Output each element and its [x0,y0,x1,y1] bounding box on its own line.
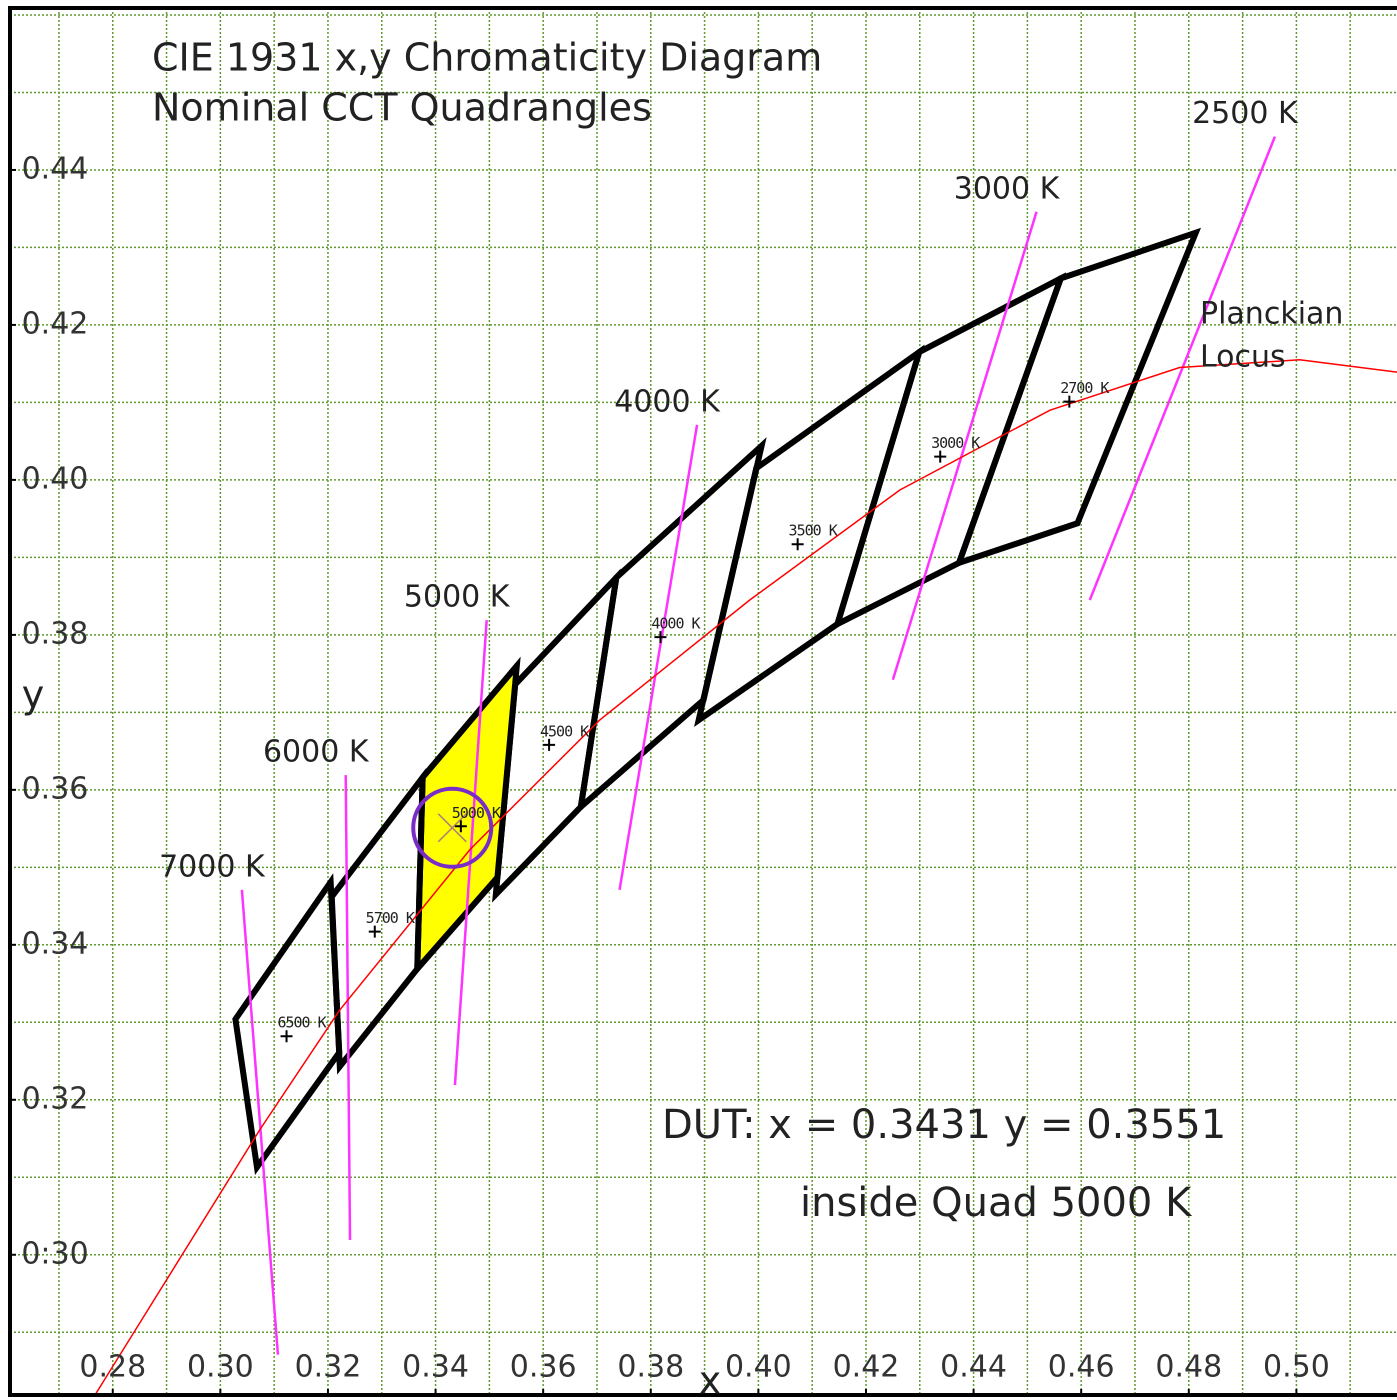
y-tick-label: 0.38 [22,616,89,651]
y-tick-label: 0.40 [22,461,89,496]
isotherm-label: 3000 K [954,171,1061,206]
isotherm-line [240,889,280,1355]
dut-point [411,786,494,869]
y-tick-label: 0:30 [21,1236,88,1271]
x-tick-label: 0.40 [725,1350,792,1385]
quad-center [280,1030,293,1043]
locus-label: Locus [1200,340,1286,375]
y-tick-label: 0.44 [22,151,89,186]
planckian-locus [94,359,1397,1396]
x-tick-label: 0.48 [1155,1350,1222,1385]
x-tick-label: 0.42 [833,1350,900,1385]
dut-cross [437,813,467,843]
y-tick-label: 0.42 [22,306,89,341]
quad-label: 4500 K [540,722,589,740]
chart-title: CIE 1931 x,y Chromaticity Diagram [152,36,822,80]
x-tick-label: 0.36 [510,1350,577,1385]
quad-label: 5700 K [366,909,415,927]
plot-area [94,136,1397,1396]
cct-quadrangle [492,568,621,903]
dut-status: inside Quad 5000 K [800,1180,1193,1226]
y-tick-label: 0.36 [22,771,89,806]
isotherm-line [1088,136,1277,601]
dut-label: DUT: x = 0.3431 y = 0.3551 [662,1102,1226,1148]
quad-label: 5000 K [452,804,501,822]
quad-center [654,631,667,644]
isotherm-label: 2500 K [1192,96,1299,131]
x-tick-label: 0.38 [617,1350,684,1385]
quad-center [791,538,804,551]
isotherm-label: 7000 K [159,849,266,884]
x-tick-label: 0.32 [295,1350,362,1385]
cct-quadrangle [694,344,925,727]
quad-center [934,450,947,463]
x-axis-label: x [699,1359,722,1400]
x-tick-label: 0.30 [187,1350,254,1385]
x-tick-label: 0.50 [1263,1350,1330,1385]
x-tick-label: 0.34 [402,1350,469,1385]
x-tick-label: 0.46 [1048,1350,1115,1385]
isotherm-line [891,211,1038,681]
quad-label: 4000 K [651,615,700,633]
cct-quadrangle [328,768,426,1075]
quad-center [543,738,556,751]
quad-center [454,820,467,833]
quad-label: 3500 K [789,522,838,540]
cct-quadrangle [232,873,343,1175]
locus-label: Planckian [1200,297,1343,332]
isotherm-label: 6000 K [263,735,370,770]
quad-center [1063,395,1076,408]
x-tick-label: 0.28 [79,1350,146,1385]
isotherm-line [453,620,488,1086]
quad-label: 2700 K [1060,379,1109,397]
quad-label: 3000 K [931,434,980,452]
isotherm-line [618,424,699,890]
quad-center [368,925,381,938]
quad-label: 6500 K [277,1014,326,1032]
y-tick-label: 0.34 [22,926,89,961]
grid [10,8,1397,1395]
isotherm-label: 4000 K [614,384,721,419]
isotherm-line [344,775,352,1241]
x-tick-label: 0.44 [940,1350,1007,1385]
isotherm-label: 5000 K [404,580,511,615]
chart-subtitle: Nominal CCT Quadrangles [152,86,652,130]
plot-border [8,6,1397,1397]
y-axis-label: y [22,673,45,717]
y-tick-label: 0.32 [22,1081,89,1116]
